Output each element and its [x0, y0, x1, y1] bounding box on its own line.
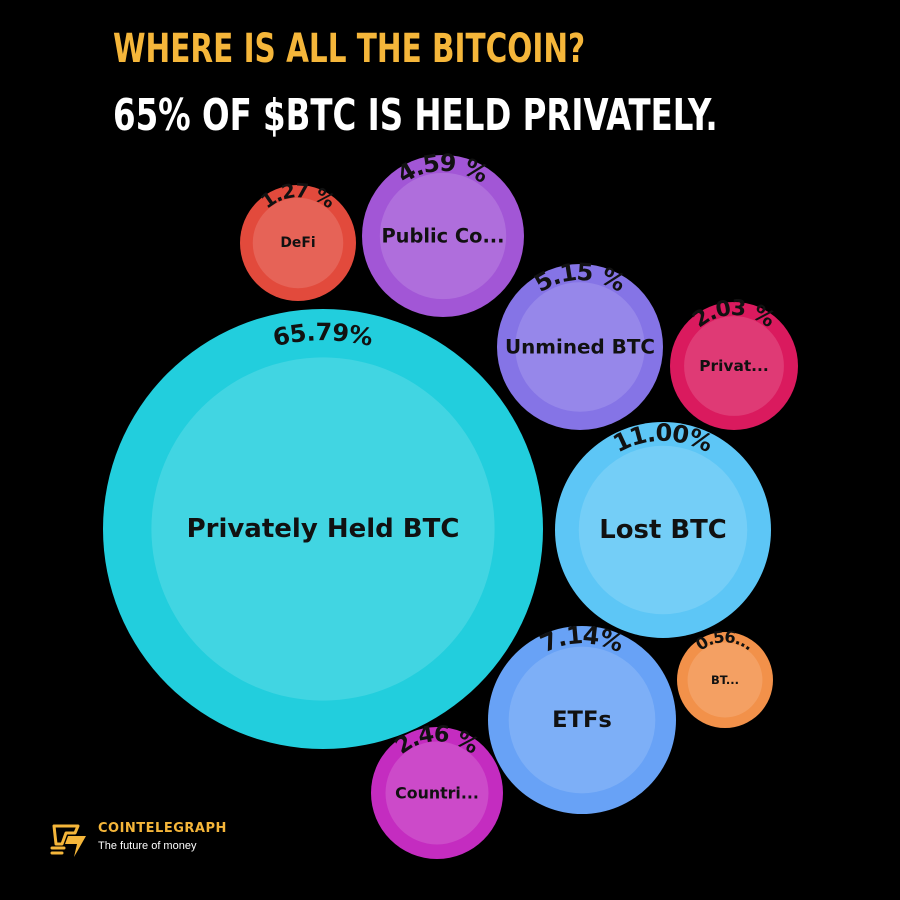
brand-logo: COINTELEGRAPH The future of money [48, 815, 248, 863]
bubble-etfs-inner [508, 646, 656, 794]
category-label-defi: DeFi [280, 235, 315, 251]
bubble-etfs: 7.14%ETFs [488, 621, 676, 814]
bubble-btc: 0.56...BT... [677, 627, 773, 728]
bubble-defi-inner [252, 197, 344, 289]
category-label-btc: BT... [711, 673, 739, 687]
category-label-private-companies: Privat... [699, 357, 768, 375]
bubble-private-companies: 2.03 %Privat... [670, 296, 798, 430]
bubble-private-companies-inner [684, 316, 784, 416]
bubble-unmined-btc-inner [515, 282, 645, 412]
category-label-countries: Countri... [395, 784, 479, 803]
category-label-privately-held-btc: Privately Held BTC [187, 514, 460, 544]
chart-title: WHERE IS ALL THE BITCOIN? [113, 26, 586, 72]
bubble-countries: 2.46 %Countri... [371, 720, 503, 859]
bubble-btc-inner [687, 642, 763, 718]
bubble-public-companies: 4.59 %Public Co... [362, 149, 524, 317]
category-label-unmined-btc: Unmined BTC [505, 336, 655, 359]
bubble-defi: 1.27 %DeFi [240, 179, 356, 301]
brand-tagline: The future of money [98, 840, 197, 852]
bubble-privately-held-btc-inner [151, 357, 495, 701]
bubble-privately-held-btc: 65.79%Privately Held BTC [103, 309, 543, 749]
cointelegraph-logo-icon [50, 824, 86, 857]
category-label-public-companies: Public Co... [381, 225, 504, 248]
category-label-lost-btc: Lost BTC [599, 515, 726, 545]
title-block: WHERE IS ALL THE BITCOIN? 65% OF $BTC IS… [0, 0, 900, 160]
bubble-lost-btc: 11.00%Lost BTC [555, 419, 771, 638]
bubble-unmined-btc: 5.15 %Unmined BTC [497, 258, 663, 430]
bubble-public-companies-inner [379, 172, 507, 300]
bubble-lost-btc-inner [578, 445, 748, 615]
bubble-countries-inner [385, 741, 489, 845]
category-label-etfs: ETFs [552, 707, 612, 733]
chart-subtitle: 65% OF $BTC IS HELD PRIVATELY. [113, 90, 718, 141]
brand-name: COINTELEGRAPH [98, 821, 227, 836]
